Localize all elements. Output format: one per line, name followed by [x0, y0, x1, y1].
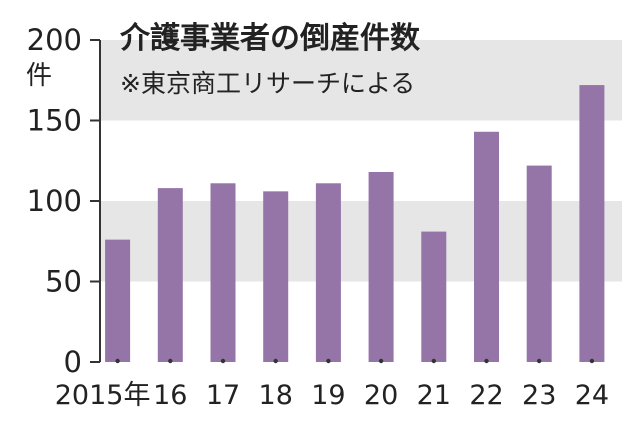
x-tick-dot-24 — [589, 358, 595, 364]
y-unit-label: 件 — [26, 61, 52, 91]
x-tick-dot-20 — [378, 358, 384, 364]
band-150-200 — [100, 40, 622, 121]
y-tick-label-200: 200 — [27, 23, 82, 57]
bars — [105, 85, 605, 362]
bar-16 — [157, 188, 183, 362]
x-tick-label-20: 20 — [364, 380, 398, 411]
y-tick-label-100: 100 — [27, 184, 82, 218]
x-tick-label-24: 24 — [575, 380, 609, 411]
y-tick-label-150: 150 — [27, 104, 82, 138]
x-tick-label-2015年: 2015年 — [55, 380, 151, 411]
x-tick-label-23: 23 — [522, 380, 556, 411]
bar-24 — [579, 85, 605, 362]
bar-22 — [474, 131, 499, 362]
bar-17 — [210, 183, 236, 362]
x-tick-label-22: 22 — [469, 380, 503, 411]
y-axis — [90, 39, 595, 364]
y-tick-label-0: 0 — [64, 345, 82, 379]
x-tick-labels: 2015年 16 17 18 19 20 21 22 23 24 — [55, 380, 609, 411]
x-tick-dot-21 — [431, 358, 436, 364]
bar-23 — [526, 165, 552, 362]
bar-19 — [315, 183, 341, 362]
x-tick-dot-18 — [273, 358, 278, 364]
x-tick-dot-16 — [168, 358, 173, 364]
x-tick-dot-23 — [537, 358, 542, 364]
chart-subtitle: ※東京商工リサーチによる — [120, 69, 415, 98]
x-tick-dot-2015年 — [115, 358, 120, 364]
bar-18 — [263, 191, 289, 362]
x-tick-label-16: 16 — [153, 380, 187, 411]
y-tick-label-50: 50 — [45, 265, 82, 299]
x-tick-dot-22 — [484, 358, 489, 364]
bar-20 — [368, 172, 394, 362]
x-tick-label-19: 19 — [311, 380, 345, 411]
bar-21 — [421, 231, 447, 362]
x-tick-dot-17 — [220, 358, 226, 364]
x-tick-label-18: 18 — [259, 380, 293, 411]
chart-title: 介護事業者の倒産件数 — [119, 21, 421, 56]
x-tick-label-21: 21 — [417, 380, 451, 411]
y-tick-labels: 0 50 100 150 200 — [27, 23, 82, 379]
bar-2015年 — [105, 239, 131, 362]
x-tick-dot-19 — [326, 358, 331, 364]
x-tick-label-17: 17 — [206, 380, 240, 411]
